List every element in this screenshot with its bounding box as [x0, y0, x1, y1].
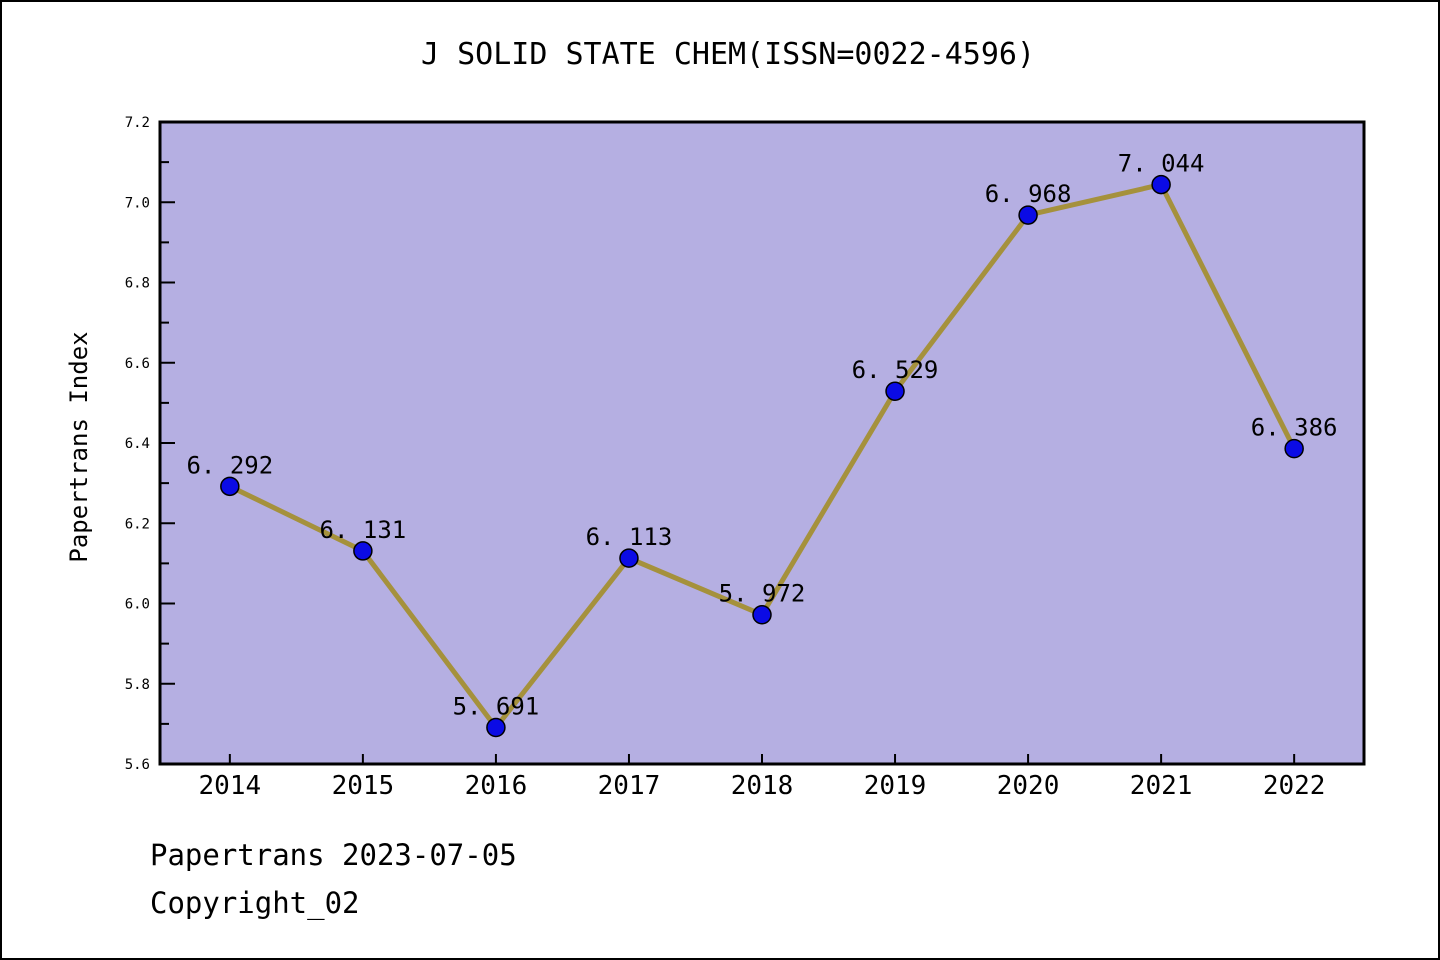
- data-point-label: 6. 292: [186, 451, 273, 479]
- data-point: [220, 476, 240, 497]
- y-tick-label: 6.6: [125, 356, 150, 372]
- y-tick-label: 6.8: [125, 276, 150, 292]
- data-point-label: 5. 691: [453, 692, 540, 720]
- x-tick-label: 2015: [332, 771, 395, 801]
- data-point: [885, 381, 905, 401]
- y-tick-label: 6.4: [125, 436, 150, 452]
- data-point: [353, 541, 373, 561]
- x-tick-label: 2016: [465, 771, 528, 801]
- data-point: [486, 717, 506, 738]
- x-tick-label: 2014: [199, 771, 262, 801]
- x-tick-label: 2020: [997, 771, 1060, 801]
- x-tick-label: 2018: [731, 771, 794, 801]
- footer-copyright: Copyright_02: [150, 886, 360, 920]
- y-tick-label: 5.8: [125, 677, 150, 693]
- data-point-label: 6. 131: [320, 516, 407, 544]
- data-point-label: 6. 529: [852, 356, 939, 384]
- plot-area: [158, 120, 1366, 766]
- data-point: [1284, 438, 1304, 459]
- data-point: [619, 548, 639, 568]
- data-point-label: 6. 386: [1251, 414, 1338, 442]
- y-tick-label: 5.6: [125, 757, 150, 773]
- data-point-label: 7. 044: [1118, 150, 1205, 178]
- data-point: [1018, 205, 1038, 225]
- chart-title: J SOLID STATE CHEM(ISSN=0022-4596): [420, 37, 1036, 72]
- y-tick-label: 7.0: [125, 195, 150, 211]
- footer-date: Papertrans 2023-07-05: [150, 838, 517, 872]
- data-point-label: 5. 972: [719, 580, 806, 608]
- data-point: [752, 604, 772, 625]
- y-tick-label: 6.2: [125, 516, 150, 532]
- x-tick-label: 2017: [598, 771, 661, 801]
- y-tick-label: 7.2: [125, 115, 150, 131]
- x-tick-label: 2019: [864, 771, 927, 801]
- x-tick-label: 2022: [1263, 771, 1326, 801]
- data-point: [1151, 174, 1171, 195]
- data-point-label: 6. 968: [985, 180, 1072, 208]
- x-tick-label: 2021: [1130, 771, 1193, 801]
- y-tick-label: 6.0: [125, 597, 150, 613]
- data-point-label: 6. 113: [586, 523, 673, 551]
